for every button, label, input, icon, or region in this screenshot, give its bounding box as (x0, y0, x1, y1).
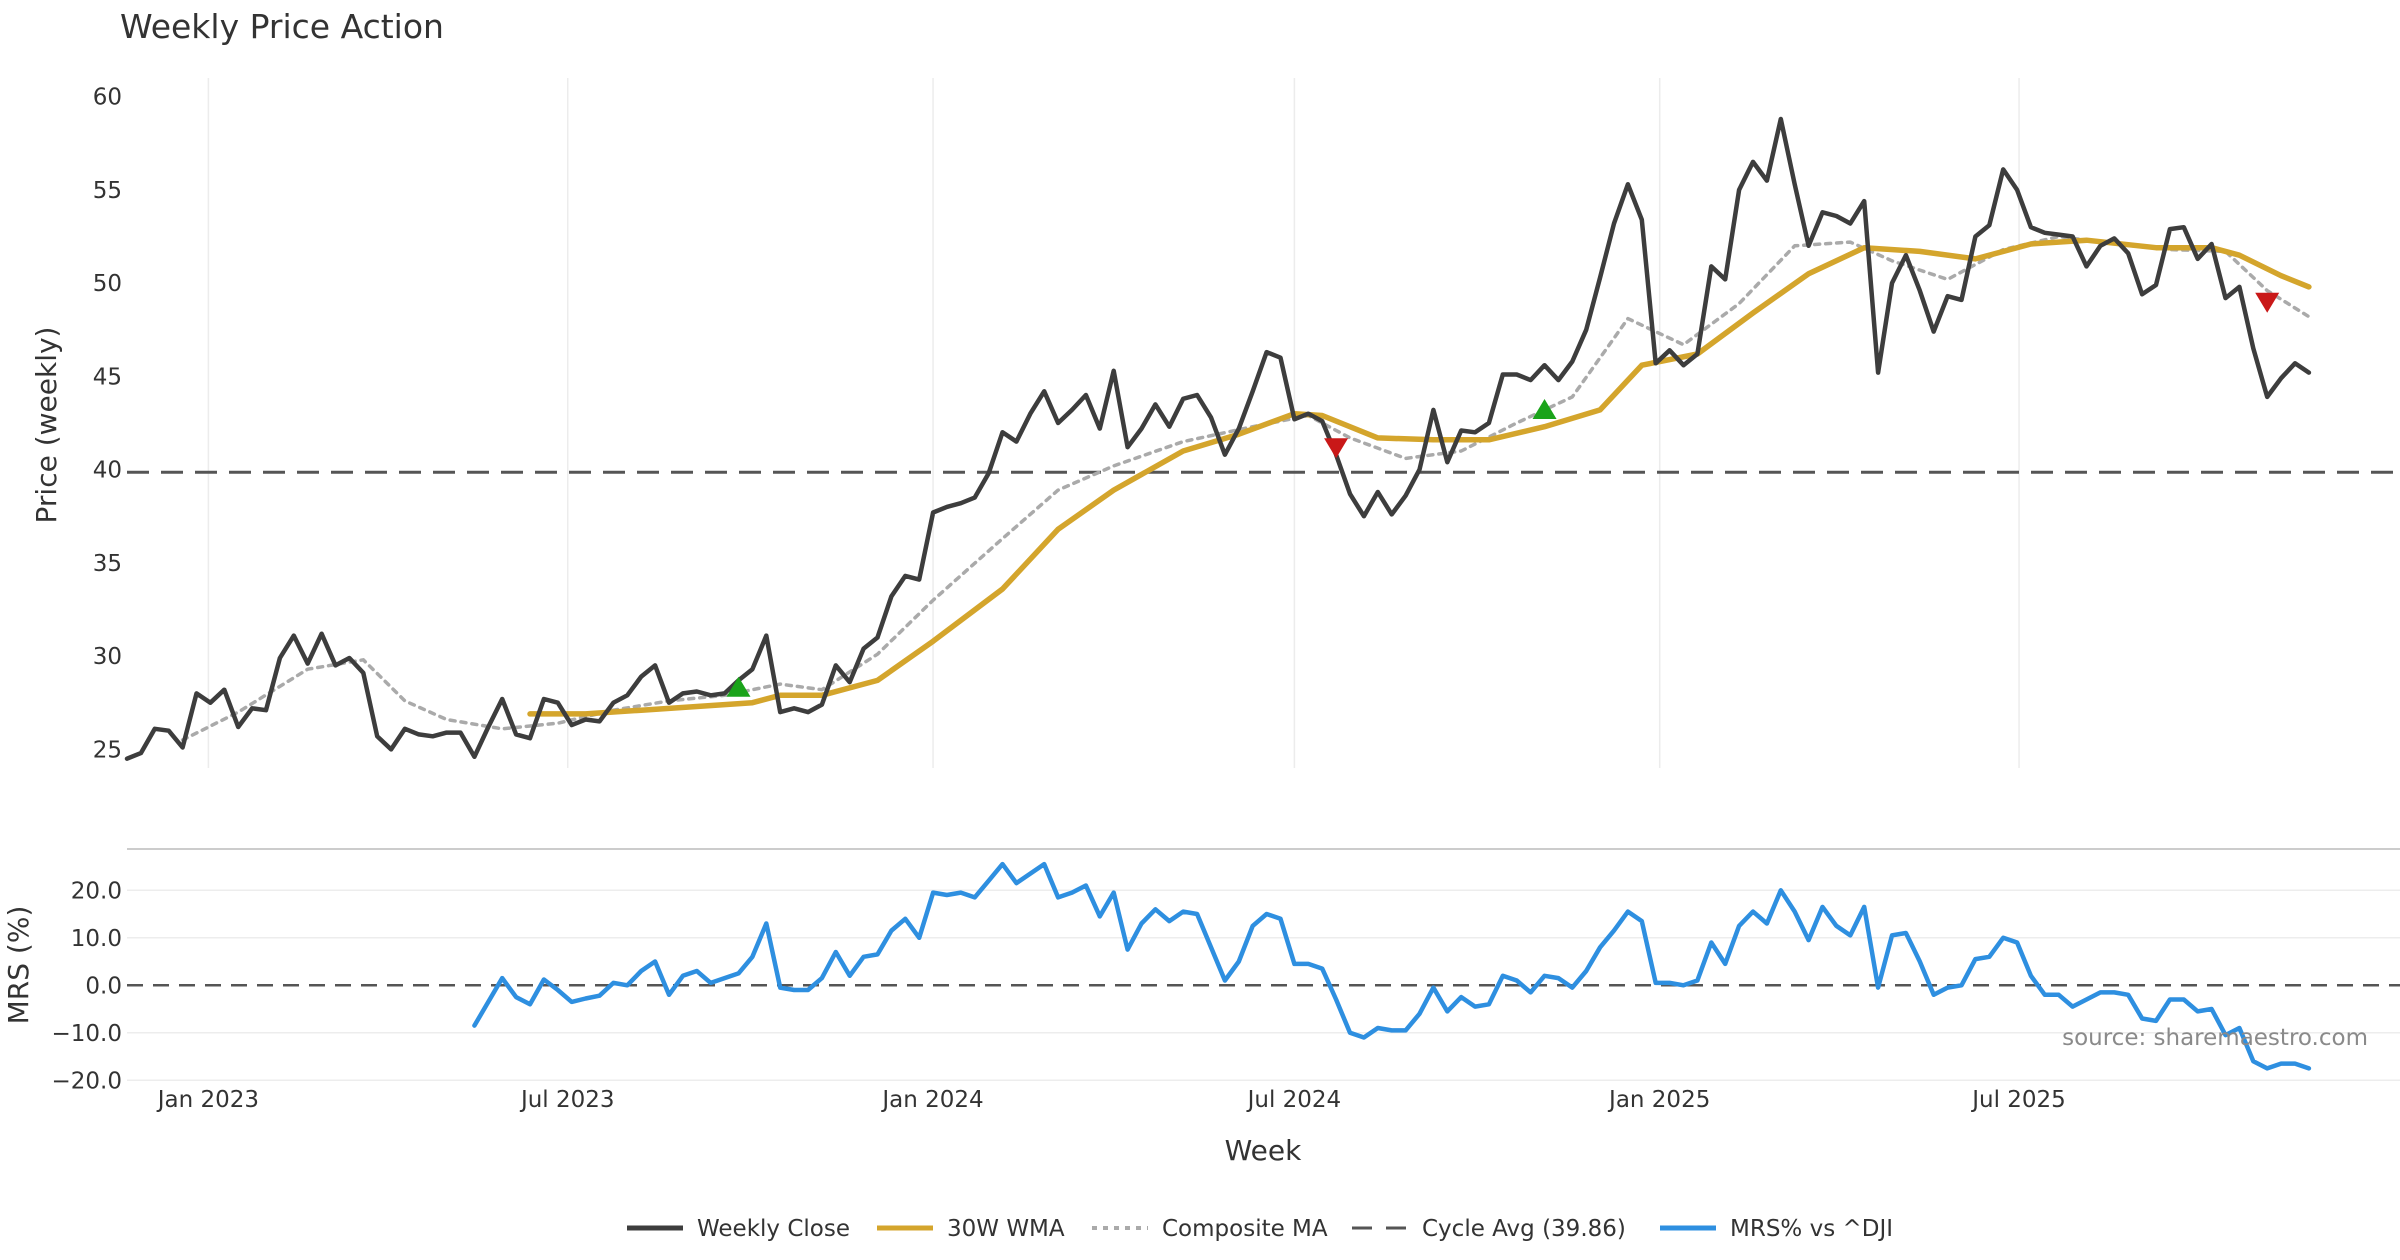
price-series (124, 116, 2312, 761)
wma-30w-line (527, 237, 2312, 717)
legend-label: Cycle Avg (39.86) (1422, 1216, 1626, 1242)
legend-label: Weekly Close (697, 1216, 850, 1242)
mrs-line (472, 861, 2312, 1071)
sell-signal-marker (2255, 292, 2280, 313)
buy-signal-marker (1532, 398, 1557, 419)
sell-signal-marker (1324, 438, 1349, 459)
legend: Weekly Close 30W WMA Composite MA Cycle Avg… (627, 1216, 1893, 1242)
price-y-tick-label: 30 (93, 644, 122, 670)
price-y-tick-label: 25 (93, 737, 122, 763)
price-y-tick-label: 45 (93, 364, 122, 390)
price-y-tick-label: 55 (93, 178, 122, 204)
price-y-axis-title: Price (weekly) (30, 327, 63, 524)
legend-label: MRS% vs ^DJI (1730, 1216, 1893, 1242)
weekly-close-line (124, 116, 2312, 761)
price-y-tick-label: 40 (93, 458, 122, 484)
legend-label: 30W WMA (947, 1216, 1065, 1242)
source-label: source: sharemaestro.com (2062, 1025, 2368, 1051)
x-axis-ticks: Jan 2023 Jul 2023 Jan 2024 Jul 2024 Jan 2025… (156, 1087, 2066, 1113)
x-tick-label: Jan 2024 (880, 1087, 983, 1113)
mrs-y-ticks: 20.0 10.0 0.0 −10.0 −20.0 (52, 878, 122, 1094)
mrs-y-axis-title: MRS (%) (2, 906, 35, 1025)
signal-markers (726, 292, 2280, 697)
mrs-y-tick-label: −20.0 (52, 1068, 122, 1094)
x-tick-label: Jan 2023 (156, 1087, 259, 1113)
mrs-series (472, 861, 2312, 1071)
mrs-gridlines (127, 889, 2400, 1081)
price-y-ticks: 25 30 35 40 45 50 55 60 (93, 85, 122, 764)
price-y-tick-label: 60 (93, 85, 122, 111)
mrs-y-tick-label: 10.0 (71, 926, 122, 952)
x-tick-label: Jan 2025 (1607, 1087, 1710, 1113)
price-y-tick-label: 50 (93, 271, 122, 297)
price-y-tick-label: 35 (93, 551, 122, 577)
x-tick-label: Jul 2025 (1970, 1087, 2066, 1113)
mrs-y-tick-label: 20.0 (71, 878, 122, 904)
x-axis-title: Week (1225, 1134, 1302, 1167)
legend-label: Composite MA (1162, 1216, 1328, 1242)
buy-signal-marker (726, 676, 751, 697)
chart-title: Weekly Price Action (120, 7, 444, 46)
x-tick-label: Jul 2024 (1246, 1087, 1342, 1113)
mrs-y-tick-label: 0.0 (85, 973, 122, 999)
x-tick-label: Jul 2023 (519, 1087, 615, 1113)
mrs-y-tick-label: −10.0 (52, 1021, 122, 1047)
price-gridlines (207, 78, 2020, 768)
composite-ma-line (180, 234, 2311, 742)
